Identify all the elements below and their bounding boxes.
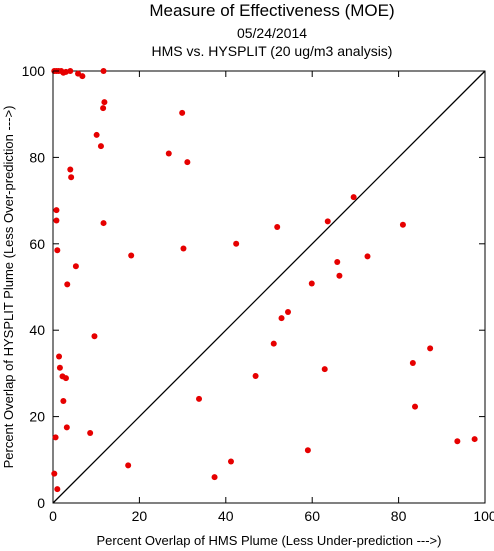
y-axis-label: Percent Overlap of HYSPLIT Plume (Less O… <box>1 106 16 469</box>
data-point <box>67 68 74 74</box>
data-point <box>180 245 187 252</box>
data-point <box>125 462 132 469</box>
data-point <box>184 159 191 166</box>
data-point <box>252 372 259 379</box>
y-tick-label: 40 <box>29 322 45 338</box>
data-point <box>399 221 406 228</box>
x-tick-label: 40 <box>218 508 234 524</box>
data-point <box>62 375 69 382</box>
data-point <box>64 281 71 288</box>
data-point <box>54 247 61 254</box>
data-point <box>128 252 135 259</box>
data-point <box>304 447 311 454</box>
data-point <box>334 258 341 265</box>
y-tick-label: 0 <box>37 495 45 511</box>
data-point <box>63 424 70 431</box>
x-tick-label: 0 <box>49 508 57 524</box>
data-point <box>67 166 74 173</box>
data-point <box>68 174 75 181</box>
data-point <box>285 309 292 316</box>
data-point <box>75 70 82 77</box>
data-point <box>51 470 58 477</box>
data-point <box>97 143 104 150</box>
data-point <box>350 194 357 201</box>
data-point <box>270 340 277 347</box>
data-point <box>321 366 328 373</box>
x-tick-label: 80 <box>391 508 407 524</box>
data-point <box>87 430 94 437</box>
data-point <box>79 73 86 80</box>
data-point <box>93 131 100 138</box>
data-point <box>274 223 281 230</box>
y-tick-label: 60 <box>29 236 45 252</box>
x-tick-label: 20 <box>132 508 148 524</box>
data-point <box>211 474 218 481</box>
data-point <box>56 364 63 371</box>
y-tick-label: 20 <box>29 409 45 425</box>
chart-subtitle-date: 05/24/2014 <box>237 25 307 41</box>
data-point <box>101 99 108 106</box>
data-point <box>409 360 416 367</box>
data-point <box>54 486 61 493</box>
scatter-points <box>51 68 478 493</box>
data-point <box>53 207 60 214</box>
data-point <box>233 240 240 247</box>
data-point <box>100 105 107 112</box>
data-point <box>196 395 203 402</box>
data-point <box>364 253 371 260</box>
plot-frame <box>52 70 486 504</box>
axis-ticks: 0 20 40 60 80 100 0 20 40 60 80 100 <box>22 63 494 524</box>
data-point <box>427 345 434 352</box>
data-point <box>179 109 186 116</box>
data-point <box>72 263 79 270</box>
chart-title: Measure of Effectiveness (MOE) <box>149 1 394 20</box>
data-point <box>52 434 59 441</box>
y-tick-label: 80 <box>29 149 45 165</box>
data-point <box>308 280 315 287</box>
x-tick-label: 60 <box>304 508 320 524</box>
plot-area <box>52 70 486 504</box>
data-point <box>454 438 461 445</box>
chart-subtitle-analysis: HMS vs. HYSPLIT (20 ug/m3 analysis) <box>152 43 393 59</box>
data-point <box>336 272 343 279</box>
one-to-one-line <box>52 70 486 504</box>
x-tick-label: 100 <box>473 508 494 524</box>
data-point <box>165 150 172 157</box>
data-point <box>60 398 67 405</box>
data-point <box>91 333 98 340</box>
data-point <box>324 218 331 225</box>
data-point <box>412 403 419 410</box>
data-point <box>100 68 107 74</box>
x-axis-label: Percent Overlap of HMS Plume (Less Under… <box>97 533 442 548</box>
data-point <box>471 436 478 443</box>
data-point <box>278 315 285 322</box>
data-point <box>53 217 60 224</box>
data-point <box>100 220 107 227</box>
data-point <box>227 458 234 465</box>
y-tick-label: 100 <box>22 63 46 79</box>
data-point <box>56 353 63 360</box>
